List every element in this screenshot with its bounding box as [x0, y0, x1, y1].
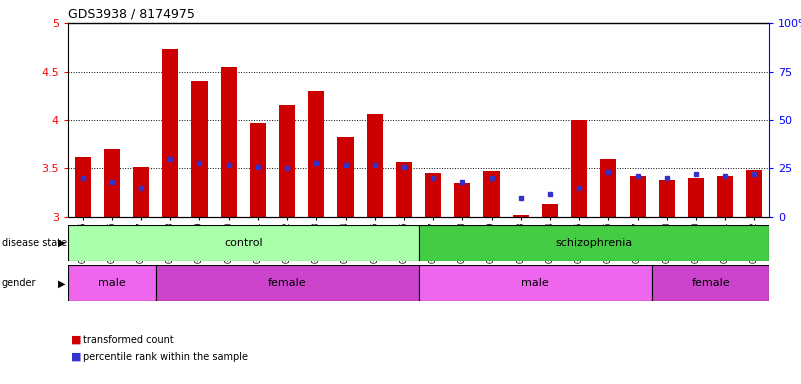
- Text: schizophrenia: schizophrenia: [555, 238, 632, 248]
- Text: female: female: [268, 278, 307, 288]
- Bar: [542, 204, 558, 217]
- Bar: [747, 170, 763, 217]
- Text: male: male: [98, 278, 126, 288]
- Bar: [191, 81, 207, 217]
- Bar: [688, 178, 704, 217]
- Bar: [367, 114, 383, 217]
- Bar: [155, 265, 418, 301]
- Text: GDS3938 / 8174975: GDS3938 / 8174975: [68, 7, 195, 20]
- Bar: [717, 176, 733, 217]
- Bar: [163, 49, 179, 217]
- Bar: [425, 173, 441, 217]
- Bar: [104, 149, 120, 217]
- Text: percentile rank within the sample: percentile rank within the sample: [83, 352, 248, 362]
- Bar: [220, 67, 237, 217]
- Text: control: control: [224, 238, 263, 248]
- Bar: [484, 171, 500, 217]
- Bar: [454, 183, 470, 217]
- Text: gender: gender: [2, 278, 36, 288]
- Text: female: female: [691, 278, 730, 288]
- Bar: [308, 91, 324, 217]
- Bar: [652, 265, 769, 301]
- Text: male: male: [521, 278, 549, 288]
- Bar: [337, 137, 353, 217]
- Bar: [68, 225, 418, 261]
- Bar: [68, 265, 155, 301]
- Text: ■: ■: [70, 352, 81, 362]
- Text: ■: ■: [70, 335, 81, 345]
- Bar: [279, 106, 295, 217]
- Bar: [418, 265, 652, 301]
- Bar: [396, 162, 412, 217]
- Bar: [418, 225, 769, 261]
- Bar: [250, 123, 266, 217]
- Text: ▶: ▶: [58, 238, 65, 248]
- Bar: [600, 159, 617, 217]
- Bar: [133, 167, 149, 217]
- Text: transformed count: transformed count: [83, 335, 173, 345]
- Text: disease state: disease state: [2, 238, 66, 248]
- Bar: [513, 215, 529, 217]
- Bar: [630, 176, 646, 217]
- Bar: [571, 120, 587, 217]
- Text: ▶: ▶: [58, 278, 65, 288]
- Bar: [74, 157, 91, 217]
- Bar: [658, 180, 674, 217]
